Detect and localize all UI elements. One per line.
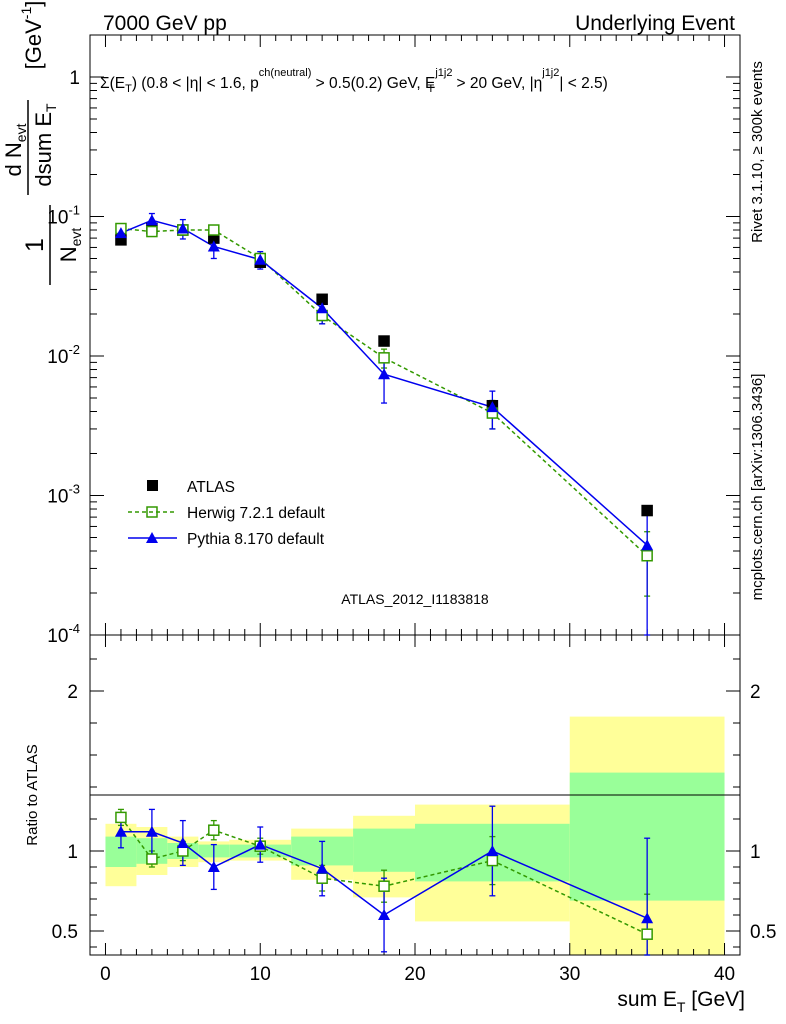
ratio-pythia-point-8 <box>641 912 654 924</box>
x-tick-label: 30 <box>559 964 580 985</box>
herwig-point-3 <box>208 224 220 236</box>
svg-text:1: 1 <box>21 238 49 252</box>
ratio-uncertainty-bands <box>105 716 725 955</box>
y-tick-label: 10-4 <box>47 621 80 647</box>
atlas-point-8 <box>641 504 653 517</box>
ratio-pythia-point-5 <box>316 862 329 874</box>
legend-atlas-label: ATLAS <box>187 479 235 496</box>
ratio-pythia-point-6 <box>378 909 391 920</box>
herwig-point-6 <box>378 352 390 364</box>
markers <box>114 212 654 956</box>
pythia-point-5 <box>316 302 329 314</box>
legend-pythia-marker <box>146 532 158 543</box>
svg-text:Nevt: Nevt <box>56 228 84 263</box>
main-ylabel: 1 Nevt d Nevt dsum ET [GeV-1] <box>1 1 84 285</box>
x-tick-label: 10 <box>250 964 271 985</box>
legend-pythia-label: Pythia 8.170 default <box>187 531 325 548</box>
pythia-point-0 <box>114 227 127 239</box>
ratio-ylabel: Ratio to ATLAS <box>24 744 41 845</box>
ratio-y-tick-label-right: 0.5 <box>750 922 776 943</box>
legend-herwig-label: Herwig 7.2.1 default <box>187 505 326 522</box>
y-tick-label: 1 <box>69 68 80 89</box>
ratio-y-tick-label: 2 <box>67 682 78 703</box>
pythia-point-2 <box>176 222 189 234</box>
pythia-point-7 <box>486 401 499 413</box>
herwig-point-1 <box>146 225 158 238</box>
mcplots-label: mcplots.cern.ch [arXiv:1306.3436] <box>749 374 766 601</box>
ratio-pythia-point-3 <box>207 861 220 872</box>
pythia-point-8 <box>641 539 654 551</box>
svg-text:[GeV-1]: [GeV-1] <box>18 1 46 70</box>
xlabel: sum ET [GeV] <box>617 988 745 1015</box>
ratio-pythia-point-0 <box>114 825 127 837</box>
rivet-label: Rivet 3.1.10, ≥ 300k events <box>749 61 766 243</box>
svg-text:d Nevt: d Nevt <box>1 123 29 176</box>
ratio-herwig-point-8 <box>641 928 653 940</box>
header-right: Underlying Event <box>575 12 735 35</box>
ratio-herwig-point-0 <box>115 811 127 824</box>
ratio-pythia-point-7 <box>486 845 499 856</box>
cuts-label: Σ(ET) (0.8 < |η| < 1.6, pch(neutral) > 0… <box>100 67 608 95</box>
ratio-pythia-point-4 <box>254 838 267 850</box>
ratio-pythia-point-1 <box>145 825 158 837</box>
pythia-point-4 <box>254 253 267 265</box>
legend-herwig-marker <box>146 506 158 518</box>
y-tick-label: 10-3 <box>47 481 80 507</box>
ratio-y-tick-label: 1 <box>67 842 78 863</box>
ratio-y-tick-label-right: 2 <box>750 682 761 703</box>
x-tick-label: 40 <box>714 964 735 985</box>
pythia-point-3 <box>207 240 220 252</box>
ratio-herwig-point-1 <box>146 853 158 865</box>
ratio-pythia-point-2 <box>176 837 189 848</box>
pythia-point-1 <box>145 214 158 226</box>
ratio-herwig-point-7 <box>486 854 499 867</box>
ratio-y-tick-label-right: 1 <box>750 842 761 863</box>
header-left: 7000 GeV pp <box>103 12 227 35</box>
ratio-herwig-point-5 <box>316 872 328 884</box>
ratio-herwig-point-6 <box>378 880 390 892</box>
legend-atlas-marker <box>147 480 158 491</box>
band-green-6 <box>353 828 415 872</box>
ratio-herwig-point-3 <box>208 824 220 836</box>
y-tick-label: 10-1 <box>47 202 80 228</box>
atlas-point-6 <box>378 335 390 347</box>
pythia-point-6 <box>378 368 391 380</box>
axis-ticks: 0 10 20 30 40 10-4 10-3 10-2 10-1 1 0.5 0.5 1 1 2 2 <box>47 34 776 985</box>
x-tick-label: 20 <box>404 964 425 985</box>
analysis-label: ATLAS_2012_I1183818 <box>341 591 489 607</box>
legend: ATLAS Herwig 7.2.1 default Pythia 8.170 … <box>128 479 326 548</box>
svg-text:dsum ET: dsum ET <box>31 103 59 187</box>
herwig-point-8 <box>641 549 653 562</box>
x-tick-label: 0 <box>100 964 111 985</box>
y-tick-label: 10-2 <box>47 342 80 368</box>
ratio-y-tick-label: 0.5 <box>52 922 78 943</box>
